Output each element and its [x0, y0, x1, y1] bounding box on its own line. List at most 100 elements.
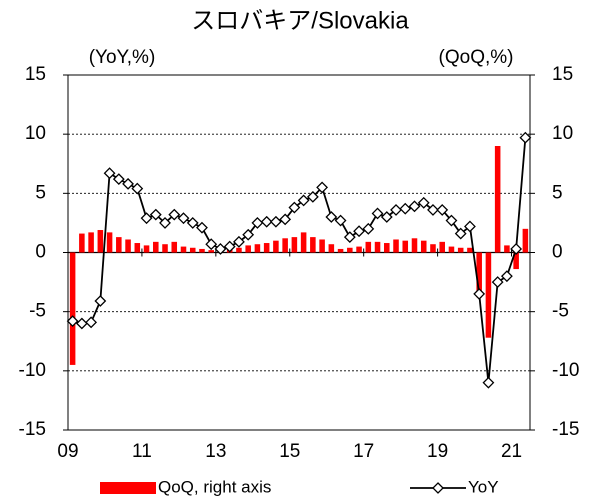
- bar: [208, 250, 214, 253]
- marker: [353, 225, 365, 238]
- bar: [393, 239, 399, 253]
- x-tick-label: 09: [57, 441, 78, 462]
- marker: [94, 295, 107, 307]
- bar: [467, 247, 473, 253]
- y-tick-label: 0: [35, 242, 46, 263]
- bar: [411, 238, 418, 253]
- bar: [171, 241, 178, 253]
- bar: [273, 240, 279, 253]
- marker: [75, 317, 88, 330]
- bar: [69, 252, 76, 365]
- bar: [263, 243, 270, 253]
- marker: [233, 235, 245, 248]
- marker: [454, 227, 467, 240]
- bar: [513, 252, 519, 270]
- bar: [116, 237, 122, 253]
- bar: [476, 252, 482, 298]
- bar: [88, 232, 94, 253]
- line: [72, 137, 527, 383]
- bar: [420, 240, 427, 253]
- y-tick-label: 10: [25, 123, 46, 144]
- x-tick-label: 13: [205, 441, 226, 462]
- bar: [430, 244, 436, 253]
- bar: [310, 237, 316, 253]
- bar: [236, 247, 242, 253]
- x-tick-label: 21: [501, 441, 522, 462]
- bar: [457, 247, 464, 253]
- marker: [159, 216, 171, 229]
- marker: [214, 243, 227, 255]
- bar: [448, 246, 455, 253]
- marker: [491, 276, 504, 289]
- x-tick-label: 17: [353, 441, 374, 462]
- bar: [125, 239, 131, 253]
- marker: [436, 203, 449, 216]
- bar: [153, 241, 159, 253]
- y2-tick-label: 10: [552, 123, 573, 144]
- marker: [445, 214, 458, 227]
- bar: [522, 228, 529, 253]
- marker: [66, 315, 79, 328]
- bar: [365, 241, 372, 253]
- bar: [180, 246, 187, 253]
- bar: [504, 245, 510, 253]
- bar: [319, 239, 325, 253]
- bar: [291, 237, 298, 253]
- bar: [300, 232, 307, 253]
- y-tick-label: -10: [19, 360, 46, 381]
- x-tick-label: 15: [279, 441, 300, 462]
- marker: [288, 201, 301, 214]
- marker: [408, 200, 421, 213]
- bar: [485, 252, 492, 338]
- y2-tick-label: -15: [552, 419, 579, 440]
- bar: [337, 248, 344, 253]
- bar: [402, 240, 409, 253]
- legend-label: QoQ, right axis: [158, 477, 271, 496]
- plot-frame: [67, 74, 531, 431]
- marker: [186, 216, 199, 229]
- marker: [269, 215, 282, 228]
- y-tick-label: 15: [25, 64, 46, 85]
- marker: [85, 316, 98, 329]
- bar: [199, 248, 205, 253]
- bar: [282, 238, 288, 253]
- y-axis-label: (YoY,%): [89, 47, 156, 68]
- marker: [380, 211, 393, 223]
- marker: [371, 207, 384, 220]
- y2-tick-label: 15: [552, 64, 573, 85]
- bar: [162, 244, 168, 253]
- legend-label: YoY: [468, 477, 499, 496]
- bar: [189, 247, 196, 253]
- bar: [494, 146, 501, 253]
- marker: [306, 190, 319, 203]
- marker: [177, 212, 190, 225]
- marker: [473, 287, 486, 300]
- marker: [223, 240, 236, 253]
- bar: [143, 245, 150, 253]
- marker: [297, 194, 310, 207]
- marker: [399, 202, 412, 215]
- marker: [168, 208, 181, 221]
- x-tick-label: 11: [132, 441, 152, 462]
- marker: [140, 212, 153, 225]
- y2-axis-label: (QoQ,%): [439, 47, 514, 68]
- y2-tick-label: 5: [552, 182, 563, 203]
- y-tick-label: 5: [35, 182, 46, 203]
- marker: [464, 220, 476, 233]
- bar: [384, 243, 390, 253]
- bar: [374, 241, 381, 253]
- marker: [112, 173, 125, 186]
- marker: [196, 221, 208, 234]
- x-tick-label: 19: [427, 441, 448, 462]
- marker: [103, 167, 116, 180]
- marker: [362, 222, 375, 235]
- marker: [260, 215, 273, 228]
- marker: [251, 216, 264, 229]
- marker: [242, 228, 255, 241]
- marker: [334, 214, 347, 227]
- marker: [427, 203, 439, 216]
- bar: [245, 245, 251, 253]
- marker: [510, 243, 523, 255]
- marker: [482, 376, 495, 389]
